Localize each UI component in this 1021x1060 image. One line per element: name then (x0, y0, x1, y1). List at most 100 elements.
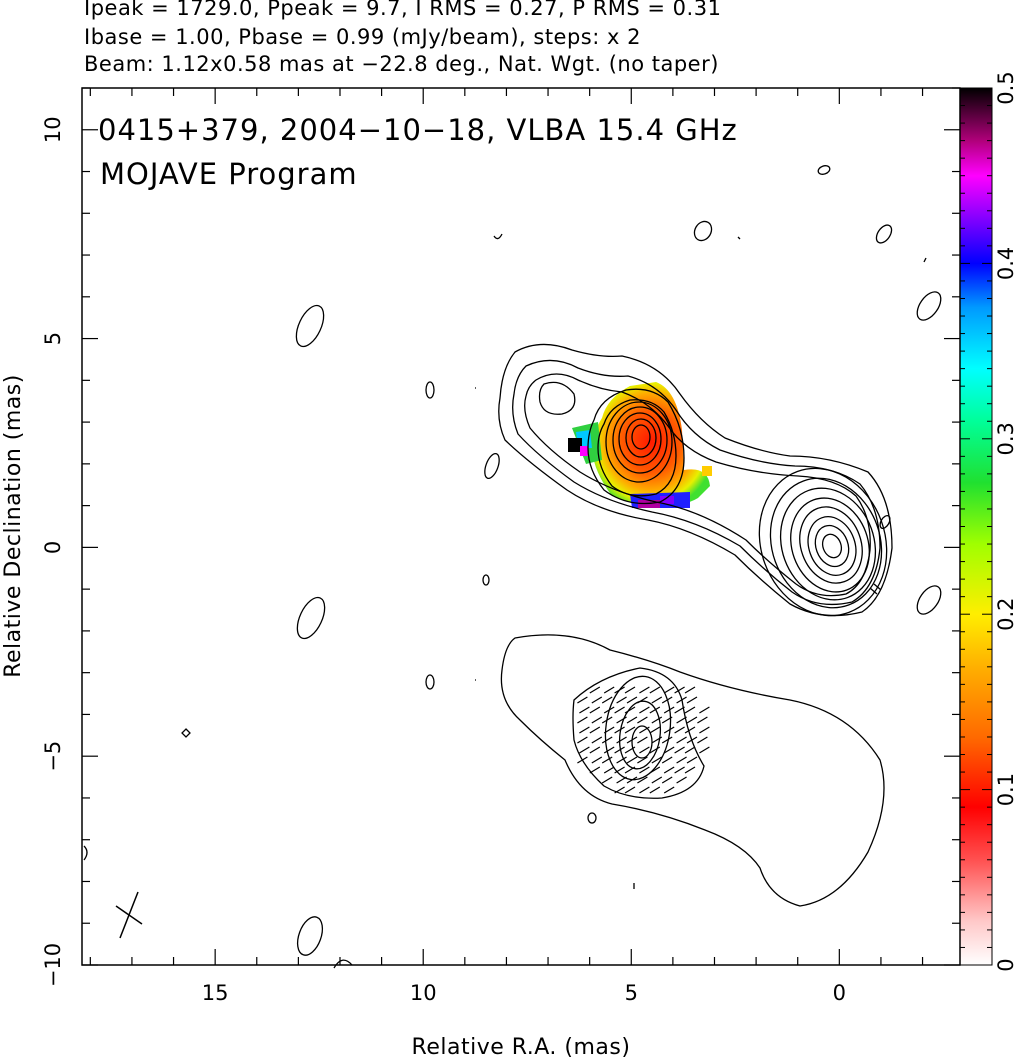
evpa-vector (639, 706, 650, 714)
evpa-vector (624, 726, 636, 734)
evpa-vector (651, 696, 663, 704)
evpa-vector (626, 776, 638, 784)
evpa-vector (579, 706, 590, 714)
evpa-vector (616, 756, 627, 764)
x-tick-label: 15 (202, 981, 229, 1005)
evpa-vector (699, 706, 710, 714)
evpa-vector (626, 716, 638, 724)
chart-title: 0415+379, 2004−10−18, VLBA 15.4 GHz (98, 113, 738, 147)
evpa-vector (663, 686, 675, 694)
evpa-vector (686, 716, 698, 724)
evpa-vector (603, 686, 615, 694)
evpa-vector (614, 686, 625, 694)
evpa-vector (649, 686, 661, 694)
x-axis-ticks: 15 10 5 0 (89, 88, 924, 1005)
evpa-vector (651, 716, 663, 724)
evpa-vectors (577, 686, 710, 794)
header-line-2: Ibase = 1.00, Pbase = 0.99 (mJy/beam), s… (84, 25, 641, 49)
evpa-vector (591, 756, 603, 764)
evpa-vector (639, 686, 650, 694)
x-tick-label: 5 (625, 981, 638, 1005)
evpa-vector (589, 726, 601, 734)
y-tick-label: 0 (41, 541, 65, 554)
evpa-vector (676, 716, 687, 724)
evpa-vector (614, 726, 625, 734)
header-line-3: Beam: 1.12x0.58 mas at −22.8 deg., Nat. … (84, 52, 719, 76)
evpa-vector (649, 746, 661, 754)
evpa-vector (686, 736, 698, 744)
evpa-vector (603, 726, 615, 734)
evpa-vector (603, 766, 615, 774)
y-tick-label: −5 (41, 741, 65, 772)
evpa-vector (614, 706, 625, 714)
evpa-vector (684, 686, 696, 694)
evpa-vector (577, 756, 588, 764)
evpa-vector (661, 736, 673, 744)
evpa-vector (591, 736, 603, 744)
evpa-vector (626, 756, 638, 764)
y-tick-label: 10 (41, 116, 65, 143)
evpa-vector (651, 776, 663, 784)
evpa-vector (601, 696, 613, 704)
evpa-vector (577, 736, 588, 744)
evpa-vector (684, 746, 696, 754)
evpa-vector (674, 726, 685, 734)
evpa-vector (674, 746, 685, 754)
x-tick-label: 0 (833, 981, 846, 1005)
evpa-vector (601, 716, 613, 724)
evpa-vector (626, 736, 638, 744)
evpa-vector (676, 756, 687, 764)
evpa-vector (663, 706, 675, 714)
colorbar-tick-label: 0.1 (994, 773, 1018, 806)
chart-subtitle: MOJAVE Program (100, 157, 358, 191)
evpa-vector (616, 776, 627, 784)
evpa-vector (624, 766, 636, 774)
evpa-vector (577, 696, 588, 704)
colorbar-tick-label: 0 (994, 958, 1018, 971)
evpa-vector (639, 726, 650, 734)
y-axis-ticks: 10 5 0 −5 −10 (41, 87, 960, 987)
evpa-vector (663, 746, 675, 754)
evpa-vector (624, 786, 636, 794)
evpa-vector (637, 696, 648, 704)
evpa-vector (697, 736, 708, 744)
evpa-vector (699, 726, 710, 734)
evpa-vector (684, 766, 696, 774)
evpa-vector (591, 696, 603, 704)
evpa-vector (637, 776, 648, 784)
evpa-vector (624, 686, 636, 694)
evpa-vector (624, 746, 636, 754)
evpa-vector (674, 706, 685, 714)
evpa-vector (663, 766, 675, 774)
evpa-vector (699, 746, 710, 754)
evpa-vector (649, 726, 661, 734)
y-tick-label: 5 (41, 332, 65, 345)
evpa-vector (661, 756, 673, 764)
evpa-vector (626, 696, 638, 704)
evpa-vector (603, 746, 615, 754)
evpa-vector (663, 786, 675, 794)
y-axis-title: Relative Declination (mas) (1, 374, 26, 678)
evpa-vector (697, 716, 708, 724)
evpa-vector (589, 766, 601, 774)
evpa-vector (637, 736, 648, 744)
colorbar-tick-label: 0.4 (994, 247, 1018, 280)
evpa-vector (603, 706, 615, 714)
evpa-vector (589, 686, 601, 694)
plot-frame (81, 87, 961, 966)
evpa-vector (639, 766, 650, 774)
colorbar-tick-label: 0.2 (994, 597, 1018, 630)
evpa-vector (616, 736, 627, 744)
evpa-vector (686, 696, 698, 704)
x-tick-label: 10 (410, 981, 437, 1005)
evpa-vector (639, 746, 650, 754)
evpa-vector (674, 686, 685, 694)
evpa-vector (651, 736, 663, 744)
evpa-vector (616, 696, 627, 704)
evpa-vector (684, 726, 696, 734)
evpa-vector (614, 766, 625, 774)
evpa-vector (676, 696, 687, 704)
evpa-vector (661, 776, 673, 784)
evpa-vector (579, 746, 590, 754)
